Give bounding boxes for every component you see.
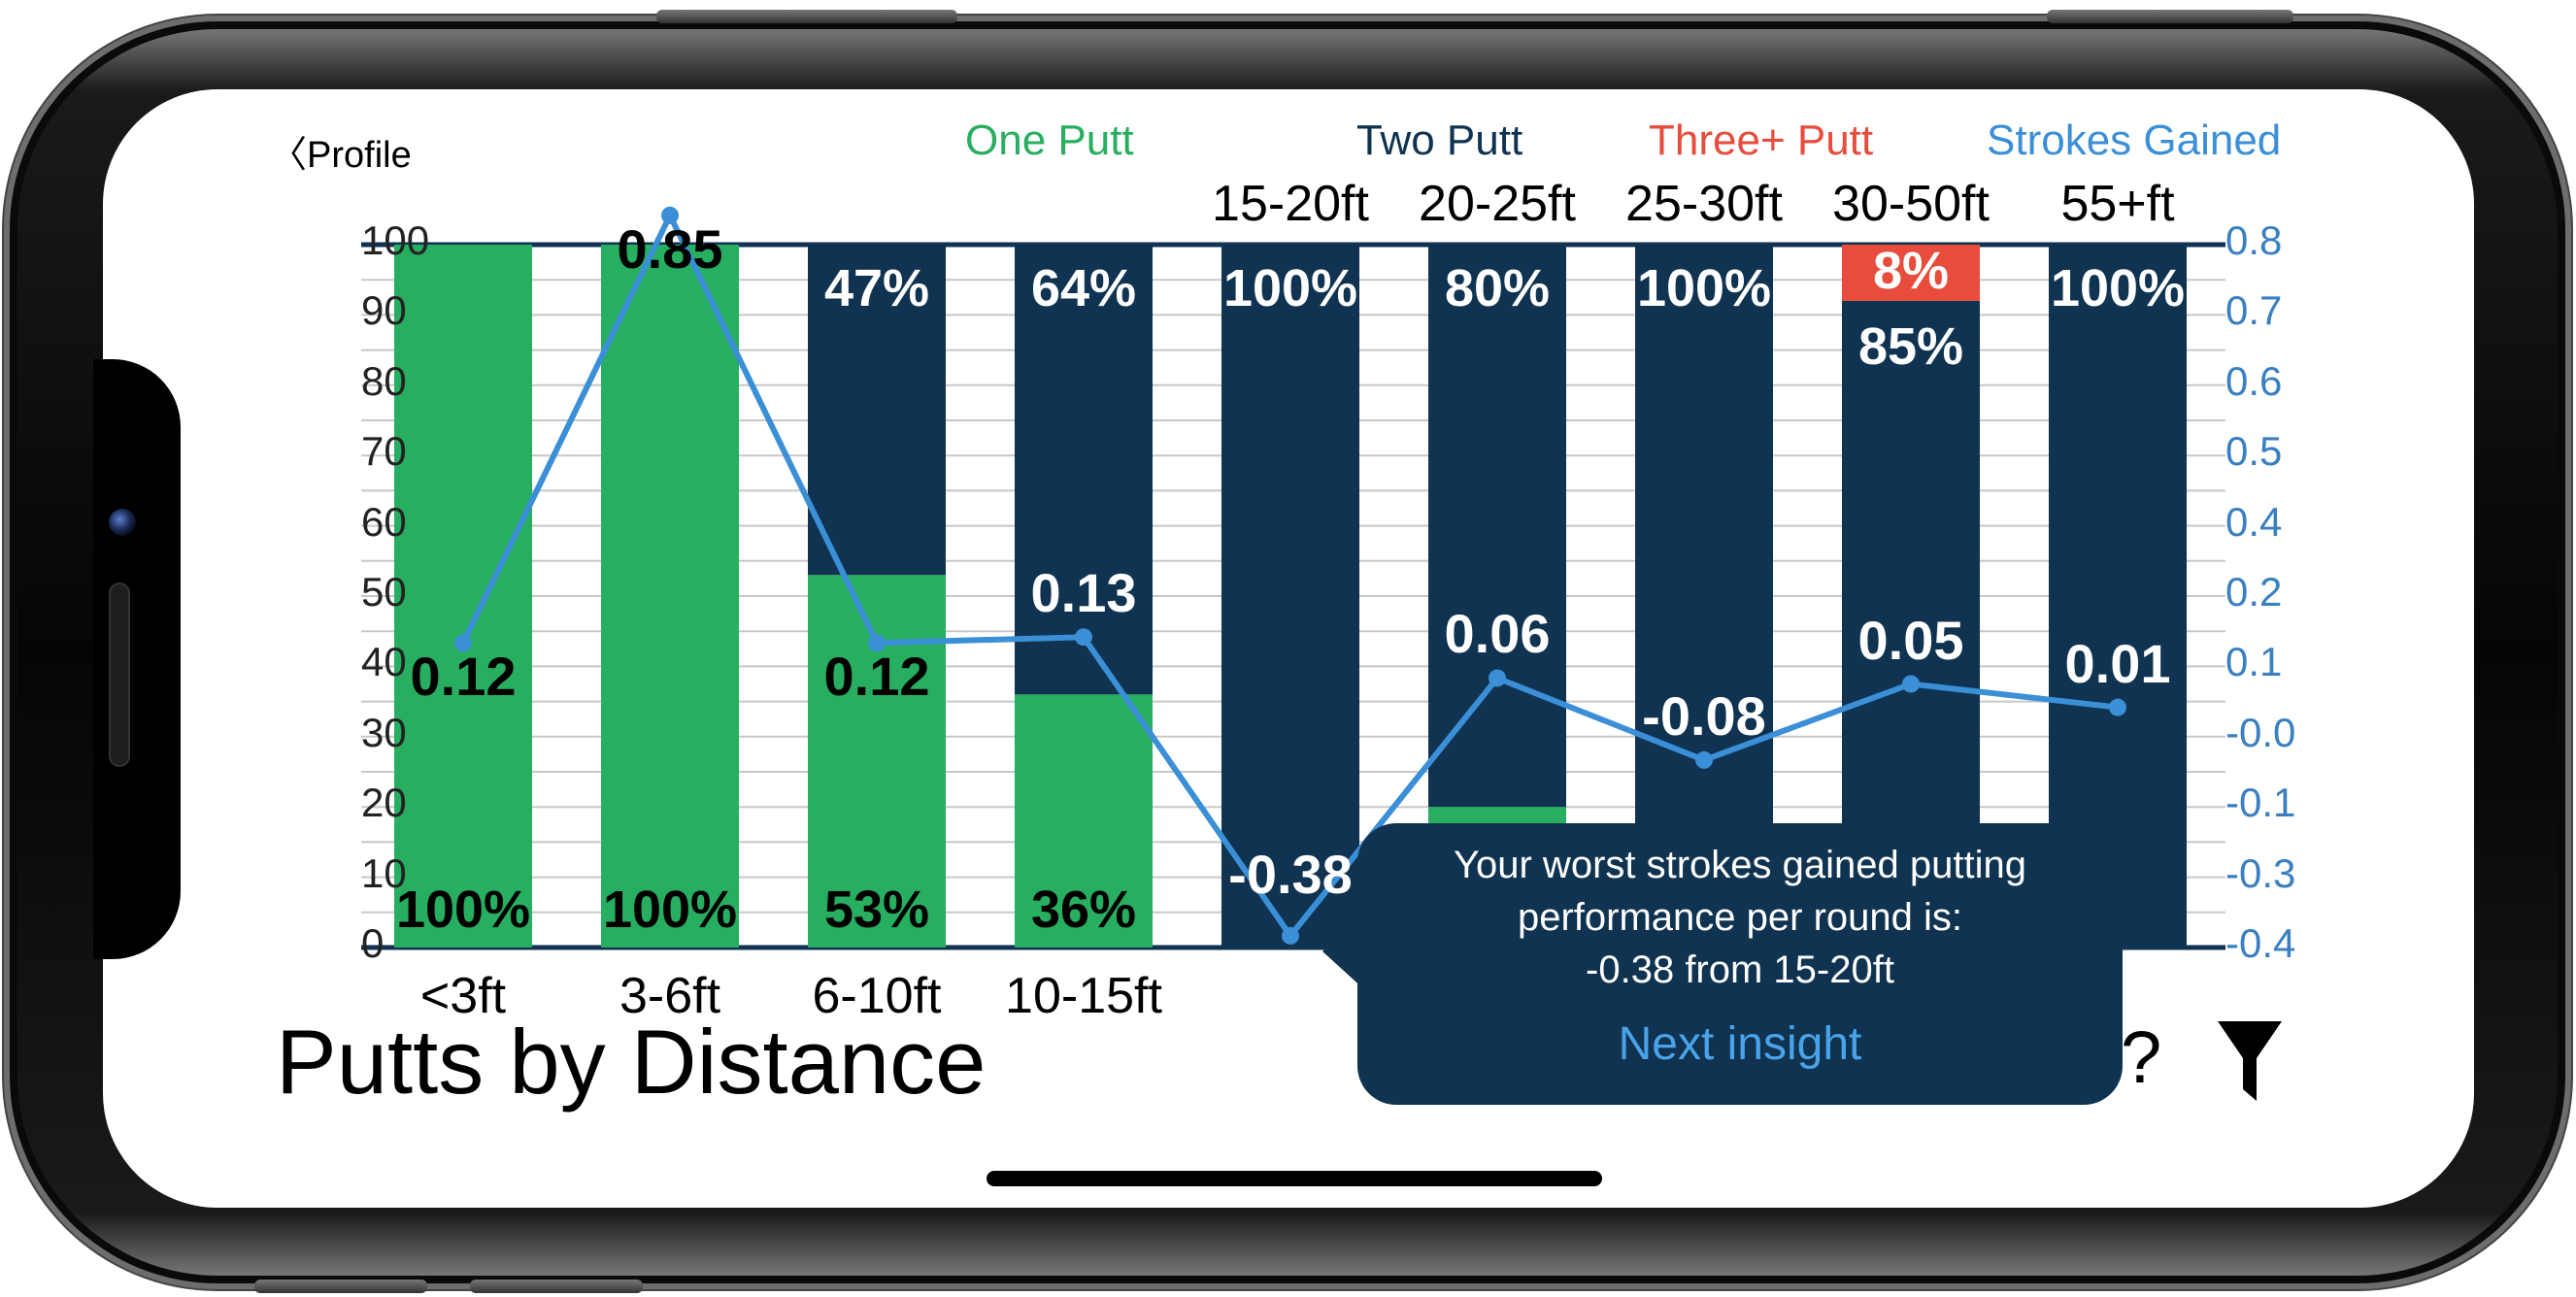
left-axis-tick: 70 (361, 428, 407, 475)
strokes-gained-point (1902, 675, 1920, 693)
strokes-gained-value: 0.13 (1030, 562, 1137, 624)
category-label: <3ft (419, 968, 507, 1024)
right-axis-tick: 0.2 (2225, 569, 2283, 615)
strokes-gained-value: 0.12 (410, 646, 517, 708)
bar-percent-label: 100% (1636, 259, 1772, 317)
two-putt-bar (1842, 300, 1980, 899)
next-insight-link[interactable]: Next insight (1618, 1018, 1862, 1070)
strokes-gained-point (1282, 926, 1299, 945)
one-putt-bar (1015, 694, 1153, 948)
one-putt-bar (394, 245, 532, 948)
left-axis-tick: 60 (361, 498, 407, 545)
bar-percent-label: 53% (823, 881, 930, 939)
left-axis-tick: 80 (361, 357, 407, 404)
three-putt-bar (1842, 245, 1980, 301)
left-axis-tick: 100 (361, 217, 430, 263)
bar-percent-label: 36% (1030, 881, 1137, 939)
side-button-top-left (656, 10, 957, 23)
strokes-gained-value: 0.06 (1444, 603, 1551, 665)
right-axis-tick: 0.4 (2225, 498, 2283, 545)
strokes-gained-value: -0.08 (1642, 684, 1766, 747)
tooltip-line-2: performance per round is: (1517, 896, 1962, 939)
two-putt-bar (808, 245, 946, 576)
category-label: 25-30ft (1625, 176, 1783, 232)
strokes-gained-value: 0.05 (1857, 609, 1964, 671)
category-label: 15-20ft (1212, 176, 1369, 232)
chevron-left-icon: 〈 (270, 135, 308, 176)
front-camera (109, 509, 136, 536)
bar-percent-label: 85% (1857, 316, 1964, 376)
right-axis-tick: 0.6 (2225, 357, 2283, 404)
legend-one-putt: One Putt (965, 116, 1134, 164)
strokes-gained-value: 0.12 (823, 646, 930, 708)
bar-percent-label: 100% (2050, 259, 2186, 317)
left-axis-tick: 30 (361, 709, 407, 755)
bar-percent-label: 64% (1030, 259, 1137, 317)
two-putt-bar (1428, 245, 1566, 808)
right-axis-tick: 0.8 (2225, 217, 2283, 263)
two-putt-bar (1221, 245, 1359, 948)
side-button-bottom-right (470, 1280, 643, 1293)
bar-percent-label: 100% (395, 881, 531, 939)
category-label: 3-6ft (619, 968, 721, 1024)
strokes-gained-value: 0.85 (617, 217, 723, 280)
tooltip-line-3: -0.38 from 15-20ft (1586, 948, 1894, 991)
speaker-grille (109, 582, 130, 767)
strokes-gained-value: -0.38 (1228, 843, 1353, 905)
legend-three-putt: Three+ Putt (1649, 116, 1874, 164)
right-axis-tick: -0.3 (2225, 849, 2296, 896)
bar-percent-label: 100% (602, 881, 738, 939)
strokes-gained-point (454, 634, 472, 652)
right-axis-tick: -0.0 (2225, 709, 2296, 755)
strokes-gained-point (1489, 669, 1506, 687)
bar-percent-label: 47% (823, 259, 930, 317)
two-putt-bar (1015, 245, 1153, 695)
left-axis-tick: 50 (361, 569, 407, 615)
left-axis-tick: 20 (361, 780, 407, 826)
legend-two-putt: Two Putt (1356, 116, 1523, 164)
left-axis-tick: 40 (361, 639, 407, 685)
left-axis-tick: 10 (361, 849, 407, 896)
right-axis-tick: 0.1 (2225, 639, 2283, 685)
side-button-top-right (2047, 10, 2293, 23)
tooltip-line-1: Your worst strokes gained putting (1454, 844, 2026, 886)
strokes-gained-point (868, 634, 886, 652)
bar-percent-label: 8% (1872, 242, 1950, 300)
side-button-bottom-left (254, 1280, 427, 1293)
right-axis-tick: 0.5 (2225, 428, 2283, 475)
back-label: Profile (307, 135, 412, 176)
right-axis-tick: -0.1 (2225, 780, 2296, 826)
back-to-profile-link[interactable]: 〈Profile (270, 124, 412, 178)
strokes-gained-point (661, 206, 679, 224)
page-title: Putts by Distance (276, 1011, 987, 1113)
help-button[interactable]: ? (2121, 1016, 2162, 1099)
category-label: 20-25ft (1419, 176, 1576, 232)
category-label: 6-10ft (812, 968, 942, 1024)
bar-percent-label: 100% (1222, 259, 1358, 317)
home-indicator (987, 1171, 1602, 1186)
left-axis-tick: 0 (361, 920, 385, 966)
right-axis-tick: 0.7 (2225, 287, 2283, 334)
legend-strokes-gained: Strokes Gained (1987, 116, 2282, 164)
bar-percent-label: 80% (1444, 259, 1551, 317)
sensor-housing (93, 359, 181, 959)
right-axis-tick: -0.4 (2225, 920, 2296, 966)
strokes-gained-line (454, 206, 2126, 945)
category-label: 10-15ft (1005, 968, 1162, 1024)
strokes-gained-point (1695, 750, 1713, 769)
category-label: 55+ft (2060, 176, 2175, 232)
strokes-gained-value: 0.01 (2064, 632, 2171, 694)
one-putt-bar (601, 245, 739, 948)
category-label: 30-50ft (1832, 176, 1990, 232)
insight-tooltip: Your worst strokes gained putting perfor… (1357, 823, 2123, 1105)
left-axis-tick: 90 (361, 287, 407, 334)
strokes-gained-point (2109, 698, 2126, 716)
filter-icon[interactable] (2216, 1019, 2284, 1103)
strokes-gained-point (1075, 628, 1092, 647)
